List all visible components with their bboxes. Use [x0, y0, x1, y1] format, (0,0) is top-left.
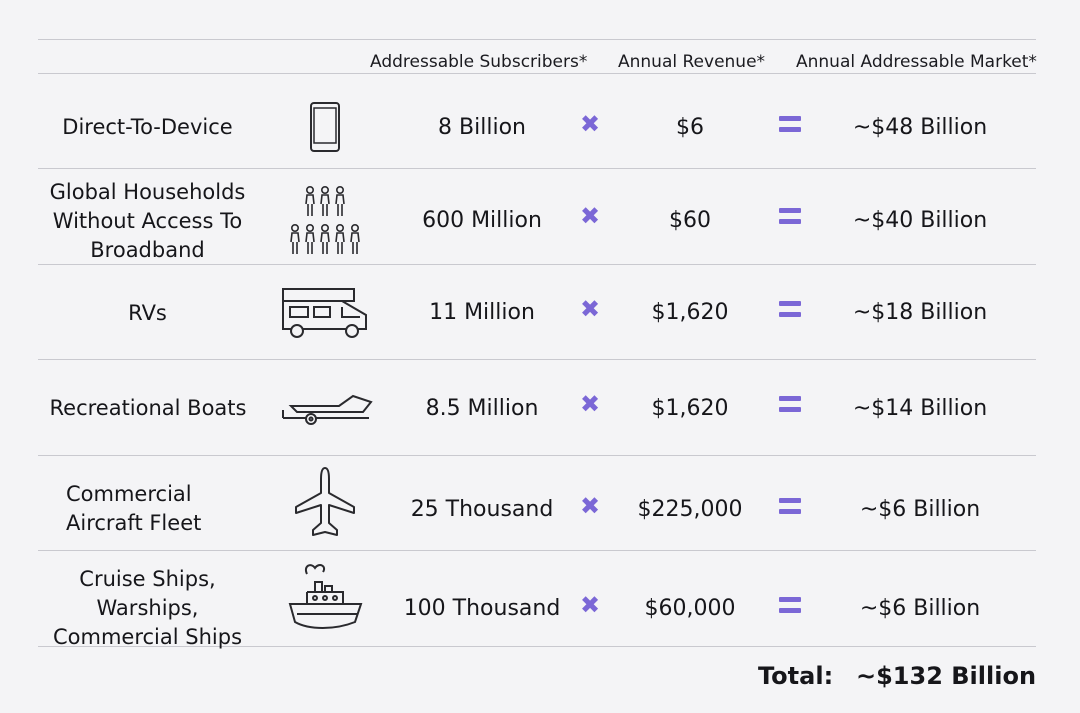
rv-camper-icon	[270, 265, 380, 361]
market-row-aircraft: Commercial Aircraft Fleet 25 Thousand ✖ …	[0, 456, 1080, 550]
market-row-households: Global Households Without Access To Broa…	[0, 171, 1080, 263]
row-market: ~$6 Billion	[859, 595, 981, 621]
row-subscribers: 25 Thousand	[410, 496, 554, 522]
market-row-ships: Cruise Ships, Warships, Commercial Ships…	[0, 552, 1080, 649]
row-divider	[38, 264, 1036, 265]
equals-icon	[770, 80, 810, 168]
multiply-icon: ✖	[579, 202, 601, 230]
row-revenue: $60	[669, 207, 711, 233]
row-category: Cruise Ships, Warships, Commercial Ships	[52, 566, 243, 649]
row-market: ~$18 Billion	[852, 299, 988, 325]
bottom-rule	[38, 646, 1036, 647]
row-revenue: $6	[676, 114, 704, 140]
row-category: Global Households Without Access To Broa…	[49, 179, 246, 262]
row-divider	[38, 550, 1036, 551]
row-subscribers: 8.5 Million	[425, 395, 539, 421]
people-group-icon	[270, 171, 380, 271]
row-category: RVs	[128, 300, 167, 325]
row-revenue: $60,000	[644, 595, 736, 621]
top-rule	[38, 39, 1036, 40]
multiply-icon: ✖	[579, 492, 601, 520]
row-revenue: $1,620	[651, 395, 729, 421]
row-divider	[38, 455, 1036, 456]
row-subscribers: 11 Million	[429, 299, 535, 325]
header-subscribers: Addressable Subscribers*	[370, 52, 588, 72]
row-revenue: $225,000	[637, 496, 743, 522]
row-divider	[38, 359, 1036, 360]
row-subscribers: 8 Billion	[438, 114, 526, 140]
header-revenue: Annual Revenue*	[618, 52, 766, 72]
boat-trailer-icon	[270, 361, 380, 455]
row-market: ~$48 Billion	[852, 114, 988, 140]
equals-icon	[770, 361, 810, 447]
row-market: ~$6 Billion	[859, 496, 981, 522]
market-row-rvs: RVs 11 Million ✖ $1,620 ~$18 Billion	[0, 265, 1080, 357]
multiply-icon: ✖	[579, 110, 601, 138]
row-category: Commercial Aircraft Fleet	[66, 482, 202, 535]
header-market: Annual Addressable Market*	[796, 52, 1037, 72]
row-divider	[38, 168, 1036, 169]
multiply-icon: ✖	[579, 591, 601, 619]
row-subscribers: 600 Million	[422, 207, 542, 233]
equals-icon	[770, 552, 810, 658]
total-value: ~$132 Billion	[856, 662, 1037, 690]
equals-icon	[770, 171, 810, 261]
ship-icon	[270, 552, 380, 648]
multiply-icon: ✖	[579, 295, 601, 323]
row-market: ~$40 Billion	[852, 207, 988, 233]
multiply-icon: ✖	[579, 390, 601, 418]
market-row-direct-to-device: Direct-To-Device 8 Billion ✖ $6 ~$48 Bil…	[0, 80, 1080, 170]
header-rule	[38, 73, 1036, 74]
row-market: ~$14 Billion	[852, 395, 988, 421]
market-row-boats: Recreational Boats 8.5 Million ✖ $1,620 …	[0, 361, 1080, 453]
row-subscribers: 100 Thousand	[403, 595, 561, 621]
row-category: Recreational Boats	[49, 395, 247, 420]
row-revenue: $1,620	[651, 299, 729, 325]
total-label: Total:	[758, 662, 834, 690]
equals-icon	[770, 456, 810, 556]
airplane-icon	[270, 456, 380, 550]
mobile-phone-icon	[270, 80, 380, 174]
equals-icon	[770, 265, 810, 353]
row-category: Direct-To-Device	[62, 114, 233, 139]
